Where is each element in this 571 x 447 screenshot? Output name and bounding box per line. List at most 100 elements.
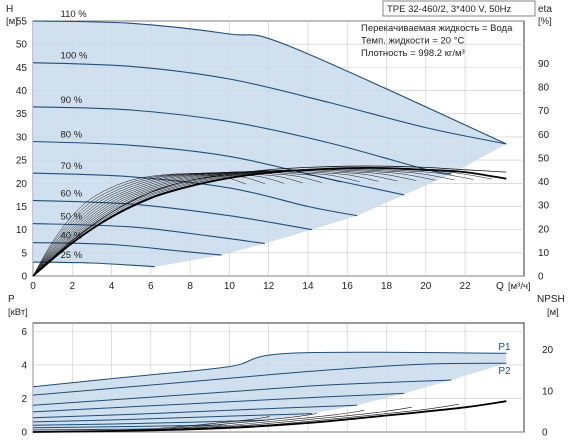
head-curve-70 [32, 172, 358, 217]
eta-tick-label: 30 [538, 201, 550, 212]
npsh-curve [32, 400, 507, 433]
p-tick-label: 4 [21, 360, 27, 371]
eta-family-curve [32, 168, 474, 277]
npsh-tick-label: 0 [542, 428, 548, 439]
h-unit-label: [м] [6, 16, 18, 27]
power-curve [32, 392, 405, 413]
x-tick-label: 2 [69, 281, 75, 292]
power-curve [32, 362, 507, 396]
p-axis-label: P [8, 294, 15, 305]
head-curve-label: 80 % [60, 130, 82, 141]
x-tick-label: 18 [381, 281, 393, 292]
eta-tick-label: 40 [538, 177, 550, 188]
p-tick-label: 2 [21, 394, 27, 405]
x-tick-label: 10 [224, 281, 236, 292]
eta-tick-label: 70 [538, 106, 550, 117]
head-curve-100 [32, 62, 507, 145]
head-curve-label: 40 % [60, 231, 82, 242]
p-tick-label: 0 [21, 428, 27, 439]
npsh-axis-label: NPSH [537, 294, 565, 305]
chart-title: TPE 32-460/2, 3*400 V, 50Hz [387, 4, 512, 15]
eta-family-curve [32, 171, 322, 277]
eta-family-curve [32, 171, 341, 277]
head-curve-80 [32, 140, 405, 196]
eta-family-curve [32, 169, 417, 277]
npsh-tick-label: 10 [542, 386, 554, 397]
power-area [33, 352, 507, 396]
power-area [33, 380, 452, 412]
eta-tick-label: 60 [538, 130, 550, 141]
note-line: Темп. жидкости = 20 °C [361, 36, 464, 47]
p-tick-label: 6 [21, 327, 27, 338]
operating-area [33, 141, 405, 216]
head-curve-label: 100 % [60, 51, 87, 62]
eta-tick-label: 50 [538, 153, 550, 164]
eta-curve-max [32, 165, 507, 277]
operating-area [33, 62, 507, 175]
head-curve-label: 50 % [60, 212, 82, 223]
x-tick-label: 6 [148, 281, 154, 292]
eta-axis-label: eta [538, 4, 552, 15]
eta-family-curve [32, 171, 360, 277]
y-tick-label: 35 [16, 109, 28, 120]
head-curve-50 [32, 223, 265, 245]
x-tick-label: 8 [187, 281, 193, 292]
power-curve-label: P1 [498, 342, 511, 353]
npsh-tick-label: 20 [542, 345, 554, 356]
y-tick-label: 0 [21, 272, 27, 283]
x-tick-label: 12 [263, 281, 275, 292]
y-tick-label: 40 [16, 86, 28, 97]
x-tick-label: 14 [302, 281, 314, 292]
y-tick-label: 50 [16, 40, 28, 51]
head-curve-label: 25 % [60, 250, 82, 261]
q-unit-label: [м³/ч] [508, 281, 531, 292]
y-tick-label: 30 [16, 132, 28, 143]
power-curve-label: P2 [498, 366, 511, 377]
eta-family-curve [32, 170, 398, 277]
power-curve [32, 413, 312, 423]
y-tick-label: 55 [16, 17, 28, 28]
operating-area [33, 173, 358, 230]
x-tick-label: 20 [420, 281, 432, 292]
power-curve [32, 404, 358, 419]
eta-tick-label: 80 [538, 83, 550, 94]
x-tick-label: 0 [30, 281, 36, 292]
h-axis-label: H [6, 4, 13, 15]
head-curve-110 [32, 20, 507, 145]
x-tick-label: 22 [460, 281, 472, 292]
npsh-unit-label: [м] [547, 307, 559, 318]
operating-area [33, 200, 312, 244]
power-curve [32, 424, 222, 429]
head-curve-label: 90 % [60, 95, 82, 106]
power-area [33, 393, 405, 418]
y-tick-label: 25 [16, 156, 28, 167]
eta-family-curve [32, 170, 379, 277]
note-line: Перекачиваемая жидкость = Вода [361, 23, 513, 34]
power-curve [32, 379, 452, 406]
eta-tick-label: 90 [538, 59, 550, 70]
eta-tick-label: 10 [538, 248, 550, 259]
note-line: Плотность = 998.2 кг/м³ [361, 48, 465, 59]
head-curve-label: 110 % [60, 9, 87, 20]
head-curve-label: 60 % [60, 188, 82, 199]
eta-unit-label: [%] [538, 16, 552, 27]
p-unit-label: [кВт] [8, 307, 28, 318]
y-tick-label: 45 [16, 63, 28, 74]
x-tick-label: 16 [342, 281, 354, 292]
power-curve [32, 351, 507, 388]
head-curve-60 [32, 199, 312, 231]
title-box [382, 0, 536, 17]
power-area [33, 363, 507, 406]
y-tick-label: 10 [16, 225, 28, 236]
power-area [33, 413, 312, 426]
y-tick-label: 15 [16, 202, 28, 213]
y-tick-label: 20 [16, 179, 28, 190]
head-curve-label: 70 % [60, 161, 82, 172]
eta-curve [32, 166, 507, 277]
power-area [33, 405, 358, 422]
x-tick-label: 4 [109, 281, 115, 292]
operating-area [33, 223, 265, 256]
operating-area [33, 21, 507, 144]
